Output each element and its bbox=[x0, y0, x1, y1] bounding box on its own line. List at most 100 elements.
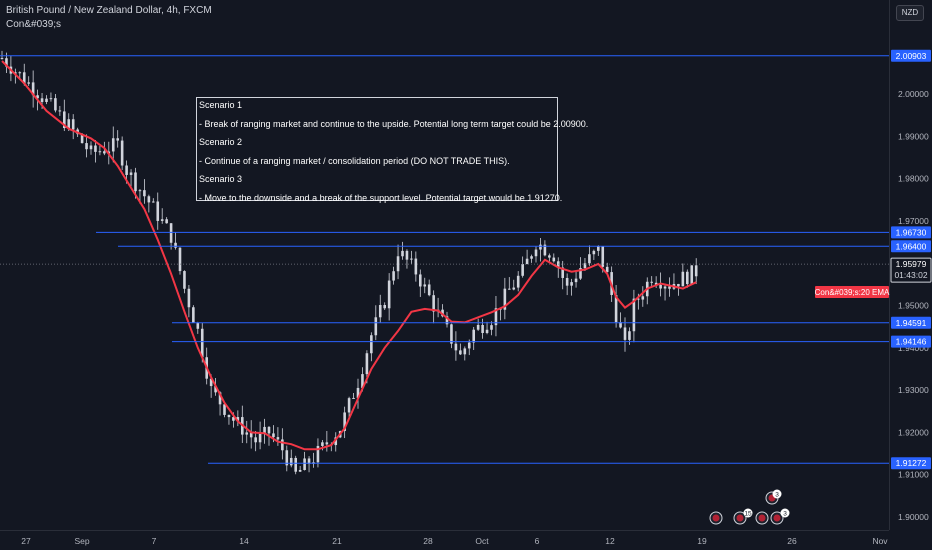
candle-body bbox=[263, 426, 266, 434]
x-tick-label: 19 bbox=[697, 536, 707, 546]
candle-body bbox=[49, 98, 53, 100]
candle-body bbox=[138, 190, 142, 192]
candle-body bbox=[592, 250, 596, 255]
candle-body bbox=[374, 317, 378, 336]
price-level-tag bbox=[891, 226, 931, 239]
candle-body bbox=[632, 298, 636, 332]
price-level-label: 1.94146 bbox=[896, 337, 927, 347]
x-tick-label: Nov bbox=[872, 536, 888, 546]
candle-body bbox=[276, 437, 280, 440]
candle-body bbox=[503, 288, 507, 310]
candle-body bbox=[476, 324, 480, 330]
candle-body bbox=[31, 82, 35, 96]
candle-body bbox=[0, 58, 4, 60]
y-tick-label: 1.98000 bbox=[898, 174, 929, 184]
event-count-label: 3 bbox=[775, 492, 779, 499]
scenario-annotation[interactable]: Scenario 1 - Break of ranging market and… bbox=[196, 97, 588, 203]
candle-body bbox=[472, 329, 475, 343]
candle-body bbox=[467, 342, 471, 349]
candle-body bbox=[614, 294, 618, 323]
x-tick-label: 21 bbox=[332, 536, 342, 546]
candle-body bbox=[432, 295, 435, 312]
candle-body bbox=[343, 412, 346, 432]
candle-body bbox=[160, 219, 164, 221]
candle-body bbox=[659, 284, 662, 289]
x-tick-label: Sep bbox=[74, 536, 89, 546]
chart-header: British Pound / New Zealand Dollar, 4h, … bbox=[6, 4, 212, 32]
candle-body bbox=[285, 450, 289, 466]
indicator-legend[interactable]: Con&#039;s bbox=[6, 19, 62, 30]
candle-body bbox=[89, 145, 93, 150]
y-tick-label: 1.91000 bbox=[898, 470, 929, 480]
candle-body bbox=[570, 282, 573, 286]
candle-body bbox=[289, 457, 293, 466]
candle-body bbox=[392, 271, 395, 281]
candle-body bbox=[387, 280, 391, 309]
candle-body bbox=[303, 458, 306, 471]
candle-body bbox=[454, 343, 458, 351]
candle-body bbox=[463, 348, 467, 355]
x-tick-label: 6 bbox=[535, 536, 540, 546]
candle-body bbox=[183, 271, 186, 289]
candle-body bbox=[628, 331, 631, 340]
candle-body bbox=[574, 278, 578, 283]
candle-body bbox=[307, 458, 311, 464]
candle-body bbox=[668, 286, 671, 289]
candle-body bbox=[534, 249, 538, 257]
candle-body bbox=[405, 250, 409, 260]
currency-button[interactable]: NZD bbox=[896, 5, 924, 21]
x-tick-label: 7 bbox=[152, 536, 157, 546]
symbol-title[interactable]: British Pound / New Zealand Dollar, 4h, … bbox=[6, 5, 212, 16]
event-count-label: 3 bbox=[783, 511, 787, 518]
candle-body bbox=[565, 277, 569, 286]
candle-body bbox=[481, 324, 484, 333]
candle-body bbox=[5, 58, 8, 67]
candle-body bbox=[232, 417, 235, 421]
event-count-badge bbox=[772, 489, 782, 499]
candle-body bbox=[192, 307, 195, 323]
candle-body bbox=[512, 287, 516, 290]
price-level-label: 2.00903 bbox=[896, 51, 927, 61]
candle-body bbox=[370, 335, 373, 354]
candle-body bbox=[543, 244, 547, 256]
candle-body bbox=[80, 134, 84, 144]
candle-body bbox=[40, 98, 44, 102]
candle-body bbox=[254, 437, 257, 443]
candle-body bbox=[58, 110, 62, 112]
candle-body bbox=[298, 470, 302, 472]
candle-body bbox=[27, 82, 30, 84]
price-level-label: 1.96400 bbox=[896, 241, 927, 251]
candle-body bbox=[54, 98, 57, 111]
x-tick-label: 14 bbox=[239, 536, 249, 546]
candle-body bbox=[236, 417, 240, 421]
candle-body bbox=[223, 404, 226, 415]
candle-body bbox=[530, 256, 533, 259]
candle-body bbox=[561, 267, 564, 278]
y-tick-label: 1.93000 bbox=[898, 385, 929, 395]
candle-body bbox=[71, 119, 75, 130]
candle-body bbox=[548, 255, 551, 258]
candle-body bbox=[686, 271, 689, 285]
candle-body bbox=[347, 398, 351, 413]
candle-body bbox=[178, 247, 182, 272]
candle-body bbox=[258, 433, 262, 443]
candle-body bbox=[690, 265, 694, 285]
candle-body bbox=[152, 201, 155, 203]
candle-body bbox=[619, 322, 622, 328]
candle-body bbox=[209, 378, 213, 387]
candle-body bbox=[316, 445, 320, 463]
candle-body bbox=[356, 387, 360, 398]
candle-body bbox=[650, 281, 653, 283]
ema-value-label: Con&#039;s:20 EMA bbox=[815, 288, 890, 297]
candle-body bbox=[352, 397, 355, 399]
flag-icon bbox=[773, 514, 781, 522]
price-level-tag bbox=[891, 457, 931, 470]
candle-body bbox=[414, 258, 418, 275]
candle-body bbox=[641, 296, 645, 300]
candle-body bbox=[187, 288, 191, 308]
candle-body bbox=[396, 256, 400, 272]
candle-body bbox=[597, 246, 600, 251]
candle-body bbox=[694, 265, 698, 277]
price-level-tag bbox=[891, 335, 931, 348]
